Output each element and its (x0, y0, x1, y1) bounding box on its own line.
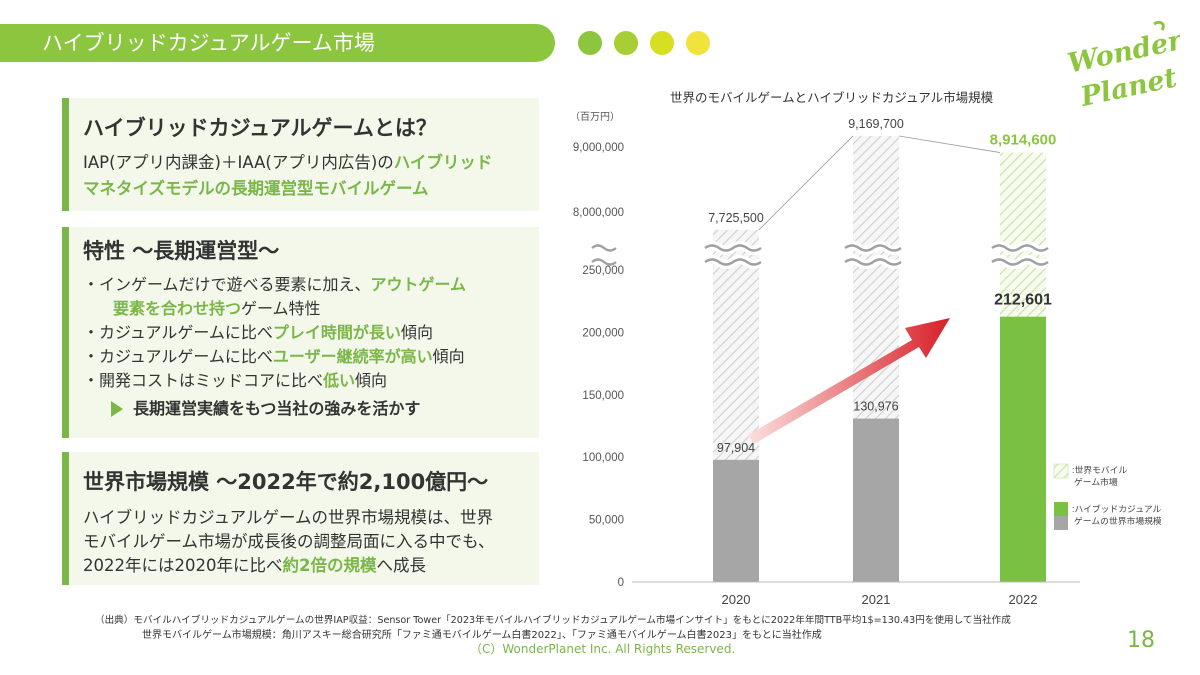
value-label-hybrid: 97,904 (717, 441, 755, 455)
copyright: （C）WonderPlanet Inc. All Rights Reserved… (470, 642, 736, 656)
strength-callout: 長期運営実績をもつ当社の強みを活かす (83, 397, 466, 421)
bar-hybrid-casual (1000, 316, 1046, 582)
decor-dot-3 (650, 31, 674, 55)
characteristics-section: 特性 ～長期運営型～ ・インゲームだけで遊べる要素に加え、アウトゲーム 要素を合… (62, 227, 539, 438)
legend-swatch-hybrid-gray (1054, 516, 1068, 530)
y-axis-unit: （百万円） (570, 111, 620, 123)
axis-break-wave (591, 244, 617, 252)
value-label-hybrid: 130,976 (853, 400, 898, 414)
value-label-hybrid: 212,601 (994, 292, 1052, 309)
y-tick-label: 200,000 (582, 327, 624, 339)
axis-break-wave (844, 258, 902, 266)
market-line-3: 2022年には2020年に比べ約2倍の規模へ成長 (83, 556, 426, 575)
legend-swatch-hybrid (1054, 502, 1068, 516)
market-line-2: モバイルゲーム市場が成長後の調整局面に入る中でも、 (83, 532, 495, 551)
header-band (0, 24, 555, 62)
y-tick-label: 100,000 (582, 452, 624, 464)
axis-break-wave (991, 258, 1049, 266)
y-tick-label: 0 (618, 577, 624, 589)
market-chart: 世界のモバイルゲームとハイブリッドカジュアル市場規模 （百万円） 0 50,000 10… (570, 90, 1162, 607)
x-tick-label: 2021 (862, 592, 891, 607)
bullet-1-cont: 要素を合わせ持つゲーム特性 (113, 299, 321, 318)
bullet-1: ・インゲームだけで遊べる要素に加え、アウトゲーム (83, 275, 467, 294)
decor-dot-4 (686, 31, 710, 55)
market-size-title: 世界市場規模 ～2022年で約2,100億円～ (83, 470, 489, 494)
legend-label-hybrid: :ハイブッドカジュアル (1072, 503, 1162, 514)
chart-title: 世界のモバイルゲームとハイブリッドカジュアル市場規模 (670, 90, 994, 105)
x-tick-label: 2022 (1009, 592, 1038, 607)
y-tick-label: 9,000,000 (573, 142, 624, 154)
definition-section: ハイブリッドカジュアルゲームとは？ IAP(アプリ内課金)＋IAA(アプリ内広告… (62, 98, 539, 211)
characteristics-title: 特性 ～長期運営型～ (83, 239, 280, 263)
legend-label-world: ゲーム市場 (1074, 476, 1118, 487)
bullet-2: ・カジュアルゲームに比べプレイ時間が長い傾向 (83, 323, 433, 342)
bar-hybrid-casual (713, 459, 759, 582)
bullet-4: ・開発コストはミッドコアに比べ低い傾向 (83, 371, 388, 390)
legend-label-hybrid: ゲームの世界市場規模 (1074, 515, 1162, 526)
x-tick-label: 2020 (722, 592, 751, 607)
decor-dot-2 (614, 31, 638, 55)
axis-break-wave (704, 244, 762, 252)
definition-highlight: ハイブリッド (393, 153, 493, 172)
value-label-world: 9,169,700 (848, 117, 904, 131)
y-tick-label: 8,000,000 (573, 207, 624, 219)
axis-break-wave (991, 244, 1049, 252)
bar-hybrid-casual (853, 418, 899, 582)
axis-break-wave (844, 244, 902, 252)
trend-line (758, 135, 854, 231)
y-tick-label: 250,000 (582, 265, 624, 277)
decor-dot-1 (578, 31, 602, 55)
y-tick-label: 50,000 (589, 515, 624, 527)
page-title: ハイブリッドカジュアルゲーム市場 (42, 31, 375, 55)
market-size-section: 世界市場規模 ～2022年で約2,100億円～ ハイブリッドカジュアルゲームの世… (62, 452, 539, 585)
definition-title: ハイブリッドカジュアルゲームとは？ (83, 116, 437, 140)
triangle-icon (111, 401, 123, 417)
legend-swatch-world (1053, 463, 1069, 479)
footnote-2: 世界モバイルゲーム市場規模：角川アスキー総合研究所「ファミ通モバイルゲーム白書2… (142, 630, 822, 641)
market-line-1: ハイブリッドカジュアルゲームの世界市場規模は、世界 (83, 508, 494, 527)
characteristics-body: ・インゲームだけで遊べる要素に加え、アウトゲーム 要素を合わせ持つゲーム特性 ・… (83, 273, 466, 421)
market-size-body: ハイブリッドカジュアルゲームの世界市場規模は、世界 モバイルゲーム市場が成長後の… (83, 506, 495, 578)
axis-break-wave (591, 258, 617, 266)
value-label-world: 7,725,500 (708, 211, 764, 225)
growth-arrow (748, 318, 950, 444)
trend-line (898, 135, 1001, 153)
axis-break-wave (704, 258, 762, 266)
definition-text: IAP(アプリ内課金)＋IAA(アプリ内広告)の (83, 153, 394, 172)
y-tick-label: 150,000 (582, 390, 624, 402)
legend-label-world: :世界モバイル (1072, 464, 1127, 475)
page-number: 18 (1127, 628, 1155, 653)
definition-highlight-2: マネタイズモデルの長期運営型モバイルゲーム (83, 179, 429, 198)
wonderplanet-logo: Wonder Planet (1065, 20, 1180, 113)
value-label-world: 8,914,600 (990, 132, 1057, 149)
footnote-1: （出典）モバイルハイブリッドカジュアルゲームの世界IAP収益：Sensor To… (95, 615, 1011, 626)
bullet-3: ・カジュアルゲームに比べユーザー継続率が高い傾向 (83, 347, 465, 366)
definition-body: IAP(アプリ内課金)＋IAA(アプリ内広告)のハイブリッド マネタイズモデルの… (83, 150, 492, 202)
